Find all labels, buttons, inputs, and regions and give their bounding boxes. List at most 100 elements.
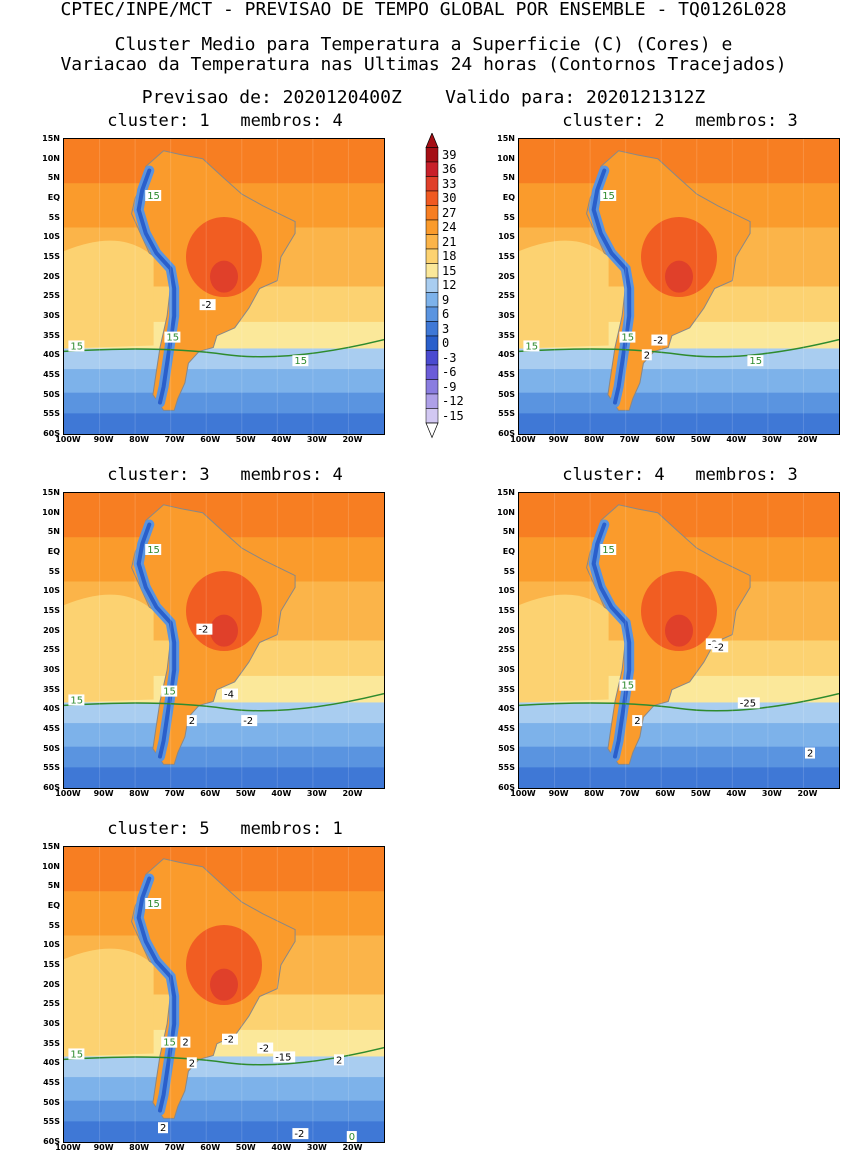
lon-tick-label: 30W <box>761 789 782 798</box>
lon-tick-label: 80W <box>129 435 150 444</box>
colorbar-swatch <box>425 277 439 293</box>
lat-tick-label: 15S <box>43 252 60 261</box>
contour-label: -25 <box>737 697 760 709</box>
colorbar-label: 6 <box>442 307 450 322</box>
lon-tick-label: 20W <box>797 435 818 444</box>
lon-tick-label: 20W <box>342 1143 363 1152</box>
lat-tick-label: 30S <box>43 1019 60 1028</box>
lat-tick-label: 55S <box>43 1117 60 1127</box>
lon-tick-label: 40W <box>271 1143 292 1152</box>
lat-tick-label: 5N <box>502 173 515 183</box>
andes-core <box>591 168 632 405</box>
colorbar-label: 21 <box>442 234 457 249</box>
pacific-cool-tongue <box>64 948 154 1057</box>
contour-label: 15 <box>600 190 617 202</box>
temperature-band <box>64 139 384 185</box>
lat-tick-label: 40S <box>43 350 60 360</box>
svg-text:2: 2 <box>189 1058 195 1069</box>
temperature-band <box>64 723 384 748</box>
contour-label: -2 <box>292 1128 309 1140</box>
lon-tick-label: 20W <box>342 789 363 798</box>
lat-tick-label: 25S <box>43 291 60 301</box>
lat-tick-label: 15S <box>498 606 515 615</box>
svg-text:-4: -4 <box>224 690 234 701</box>
lon-tick-label: 80W <box>584 789 605 798</box>
lat-tick-label: 50S <box>43 1097 60 1107</box>
temperature-band <box>64 1100 384 1123</box>
colorbar-swatch <box>425 335 439 351</box>
lat-tick-label: 25S <box>43 999 60 1009</box>
lat-tick-label: 40S <box>43 704 60 714</box>
colorbar-swatch <box>425 379 439 395</box>
header-line-3: Variacao da Temperatura nas Ultimas 24 h… <box>60 54 787 75</box>
lon-tick-label: 40W <box>726 435 747 444</box>
andes-core <box>591 522 632 759</box>
lat-tick-label: 10N <box>42 153 60 163</box>
warm-interior <box>186 217 262 297</box>
lon-tick-label: 90W <box>548 789 569 798</box>
lat-tick-label: 10S <box>498 586 515 596</box>
lat-tick-label: 10N <box>42 861 60 871</box>
lon-tick-label: 30W <box>306 435 327 444</box>
colorbar-label: 12 <box>442 278 457 293</box>
lon-tick-label: 70W <box>164 789 185 798</box>
lon-tick-label: 20W <box>797 789 818 798</box>
lat-tick-label: 20S <box>498 625 515 635</box>
colorbar-swatch <box>425 263 439 279</box>
temperature-band <box>64 1121 384 1142</box>
lat-tick-label: 10S <box>43 940 60 950</box>
lat-tick-label: 20S <box>43 271 60 281</box>
colorbar-label: -15 <box>442 408 464 423</box>
contour-label: 2 <box>186 1057 197 1069</box>
pacific-cool-tongue <box>519 240 609 349</box>
lon-tick-label: 100W <box>55 1143 81 1152</box>
contour-label: 15 <box>292 355 309 367</box>
lat-tick-label: 30S <box>498 665 515 674</box>
contour-label: 15 <box>164 331 181 344</box>
lat-tick-label: 15N <box>42 488 60 497</box>
lon-tick-label: 100W <box>55 435 81 444</box>
hot-core <box>665 260 693 293</box>
warm-interior <box>641 217 717 297</box>
colorbar-label: 18 <box>442 249 457 264</box>
lat-tick-label: 60S <box>43 429 60 438</box>
contour-label: 15 <box>68 340 85 352</box>
colorbar-label: 0 <box>442 336 450 351</box>
contour-15 <box>519 692 839 712</box>
lat-tick-label: 5S <box>48 920 60 930</box>
lat-tick-label: 20S <box>43 625 60 635</box>
lat-tick-label: 60S <box>498 429 515 438</box>
contour-label: 15 <box>747 355 764 367</box>
panel-title: cluster: 2 membros: 3 <box>562 111 798 131</box>
contour-label: 2 <box>641 349 652 361</box>
lat-tick-label: 15S <box>43 606 60 615</box>
lat-tick-label: 20S <box>43 979 60 989</box>
lat-tick-label: 25S <box>498 291 515 301</box>
contour-label: 15 <box>145 190 162 202</box>
header-line-4: Previsao de: 2020120400Z Valido para: 20… <box>141 87 706 108</box>
colorbar-swatch <box>425 234 439 250</box>
lat-tick-label: 60S <box>43 783 60 792</box>
svg-text:15: 15 <box>70 341 83 352</box>
lat-tick-label: 5N <box>502 527 515 537</box>
lat-tick-label: 10S <box>43 586 60 596</box>
lat-tick-label: 45S <box>43 724 60 733</box>
colorbar-label: 3 <box>442 321 450 336</box>
lon-tick-label: 80W <box>584 435 605 444</box>
colorbar-swatch <box>425 292 439 308</box>
lat-tick-label: 45S <box>498 370 515 379</box>
temperature-map: 15 15 15 2 -2 -2 -15 2 2 2 -2 0 <box>63 846 385 1143</box>
temperature-band <box>64 702 384 725</box>
lat-tick-label: 5S <box>48 212 60 222</box>
lat-tick-label: 35S <box>498 330 515 340</box>
lat-tick-label: 15N <box>42 134 60 143</box>
lon-tick-label: 60W <box>655 435 676 444</box>
lat-tick-label: 55S <box>43 763 60 773</box>
svg-text:-2: -2 <box>653 336 663 347</box>
lat-tick-label: 35S <box>43 330 60 340</box>
lon-tick-label: 60W <box>200 789 221 798</box>
lat-tick-label: 10N <box>497 507 515 517</box>
svg-text:-2: -2 <box>259 1044 269 1055</box>
colorbar-swatch <box>425 176 439 192</box>
colorbar-label: 30 <box>442 191 457 206</box>
